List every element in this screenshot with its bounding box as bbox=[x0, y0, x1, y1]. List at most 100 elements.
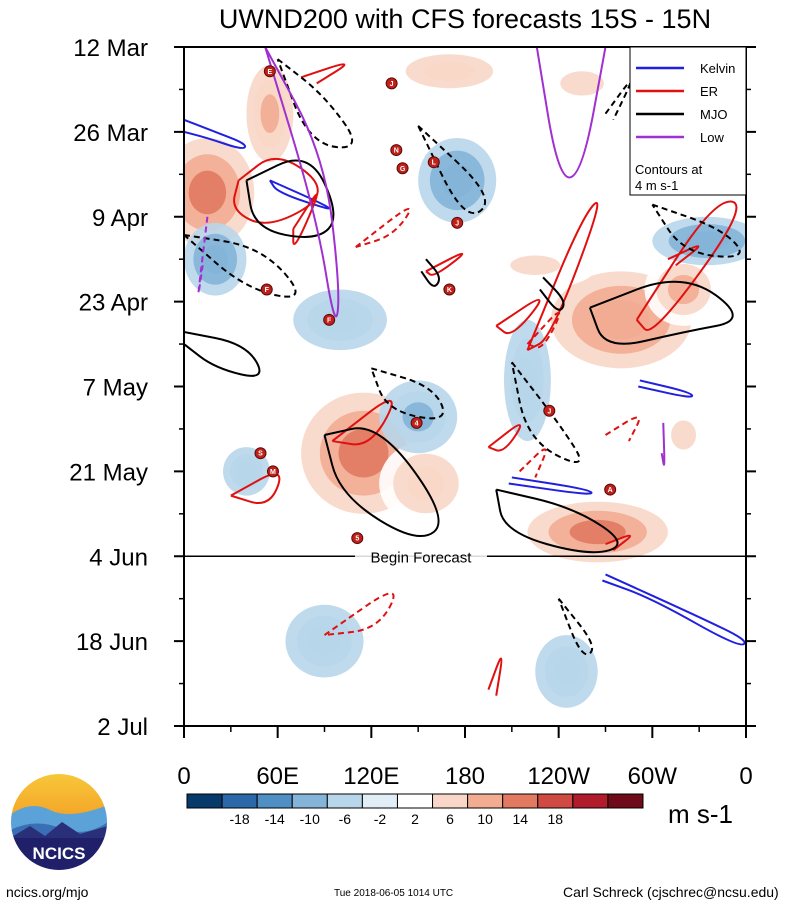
storm-marker bbox=[390, 144, 403, 157]
anomaly-blob bbox=[510, 255, 561, 275]
storm-marker bbox=[410, 416, 423, 429]
colorbar-label: -14 bbox=[265, 811, 285, 827]
footer-credit: Carl Schreck (cjschrec@ncsu.edu) bbox=[563, 884, 779, 900]
colorbar-swatch bbox=[607, 793, 644, 809]
storm-marker bbox=[604, 483, 617, 496]
anomaly-blob bbox=[402, 402, 434, 432]
x-tick-label: 120W bbox=[527, 763, 590, 790]
colorbar: -18 -14 -10 -6 -2 2 6 10 14 18 m s-1 bbox=[186, 793, 733, 829]
y-tick-label: 7 May bbox=[83, 375, 148, 402]
legend-label: Low bbox=[700, 130, 724, 145]
colorbar-label: -18 bbox=[229, 811, 249, 827]
colorbar-swatch bbox=[361, 793, 398, 809]
storm-marker bbox=[443, 283, 456, 296]
colorbar-swatch bbox=[572, 793, 609, 809]
contour-er bbox=[355, 208, 411, 249]
anomaly-blob bbox=[424, 61, 475, 81]
anomaly-blob bbox=[553, 656, 579, 686]
contour-mjo bbox=[184, 330, 261, 377]
contour-kelvin bbox=[508, 476, 593, 495]
storm-marker bbox=[385, 77, 398, 90]
y-tick-label: 26 Mar bbox=[73, 120, 148, 147]
colorbar-units: m s-1 bbox=[668, 799, 733, 829]
contour-mjo bbox=[651, 203, 741, 258]
storm-marker bbox=[543, 404, 556, 417]
x-tick-label: 120E bbox=[343, 763, 399, 790]
chart-title: UWND200 with CFS forecasts 15S - 15N bbox=[219, 4, 711, 34]
storm-label: N bbox=[394, 148, 399, 155]
storm-label: F bbox=[265, 287, 270, 294]
contour-low bbox=[660, 422, 666, 466]
contour-er bbox=[604, 416, 640, 442]
storm-label: J bbox=[455, 220, 459, 227]
anomaly-blob bbox=[308, 626, 341, 656]
y-tick-label: 4 Jun bbox=[89, 544, 148, 571]
anomaly-blob bbox=[593, 300, 650, 340]
colorbar-swatch bbox=[326, 793, 363, 809]
storm-marker bbox=[396, 162, 409, 175]
contour-er bbox=[487, 657, 503, 696]
colorbar-label: -10 bbox=[300, 811, 320, 827]
colorbar-swatch bbox=[432, 793, 469, 809]
storm-label: J bbox=[547, 408, 551, 415]
storm-label: J bbox=[390, 81, 394, 88]
storm-label: L bbox=[432, 160, 437, 167]
colorbar-label: 2 bbox=[411, 811, 419, 827]
forecast-label-bg bbox=[355, 547, 487, 565]
y-tick-label: 12 Mar bbox=[73, 35, 148, 62]
colorbar-label: -2 bbox=[374, 811, 387, 827]
anomaly-blob bbox=[321, 307, 359, 332]
contour-er bbox=[300, 63, 346, 85]
x-axis: 0 60E 120E 180 120W 60W 0 bbox=[177, 726, 753, 790]
storm-label: S bbox=[258, 451, 263, 458]
wave-contours bbox=[184, 47, 746, 696]
ncics-logo: NCICS bbox=[9, 772, 109, 872]
logo-text: NCICS bbox=[33, 844, 86, 863]
anomaly-blob bbox=[202, 244, 228, 274]
contour-er bbox=[292, 193, 318, 246]
legend-note: 4 m s-1 bbox=[635, 178, 678, 193]
storm-label: G bbox=[400, 166, 406, 173]
contour-mjo bbox=[510, 361, 581, 464]
contour-mjo bbox=[370, 367, 445, 420]
anomaly-blob bbox=[671, 420, 697, 450]
colorbar-swatch bbox=[186, 793, 223, 809]
legend-note: Contours at bbox=[635, 162, 703, 177]
y-tick-label: 9 Apr bbox=[92, 205, 148, 232]
colorbar-swatch bbox=[396, 793, 434, 809]
colorbar-label: 10 bbox=[477, 811, 493, 827]
contour-mjo bbox=[588, 280, 734, 345]
contour-er bbox=[495, 299, 541, 335]
storm-marker bbox=[427, 156, 440, 169]
anomaly-blob bbox=[188, 170, 227, 215]
legend-label: Kelvin bbox=[700, 61, 735, 76]
storm-marker bbox=[451, 216, 464, 229]
y-axis: 12 Mar 26 Mar 9 Apr 23 Apr 7 May 21 May 4 Jun 1… bbox=[69, 35, 756, 741]
contour-kelvin bbox=[269, 179, 330, 210]
legend-label: MJO bbox=[700, 107, 727, 122]
legend: Kelvin ER MJO Low Contours at4 m s-1 bbox=[629, 46, 747, 196]
legend-label: ER bbox=[700, 84, 718, 99]
storm-marker bbox=[323, 313, 336, 326]
storm-label: 5 bbox=[355, 536, 359, 543]
x-tick-label: 60W bbox=[628, 763, 678, 790]
contour-mjo bbox=[276, 58, 354, 149]
x-tick-label: 180 bbox=[445, 763, 485, 790]
colorbar-swatch bbox=[221, 793, 258, 809]
contour-er bbox=[331, 399, 393, 446]
colorbar-label: 18 bbox=[548, 811, 564, 827]
colorbar-swatch bbox=[537, 793, 574, 809]
storm-label: A bbox=[608, 487, 613, 494]
colorbar-swatch bbox=[256, 793, 293, 809]
anomaly-blob bbox=[260, 94, 280, 134]
contour-er bbox=[526, 311, 561, 349]
anomaly-blob bbox=[407, 466, 445, 501]
contour-mjo bbox=[420, 258, 440, 287]
storm-marker bbox=[263, 65, 276, 78]
contour-kelvin bbox=[184, 118, 246, 150]
contour-er bbox=[487, 424, 522, 452]
storm-marker bbox=[266, 465, 279, 478]
y-tick-label: 21 May bbox=[69, 459, 148, 486]
contour-low bbox=[535, 47, 607, 179]
